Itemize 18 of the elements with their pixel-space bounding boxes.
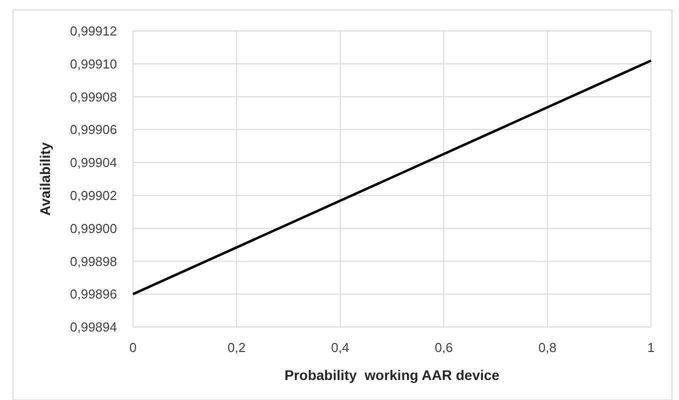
y-tick-label: 0,99896 [70, 286, 117, 302]
x-tick-label: 0 [129, 340, 137, 355]
x-tick-label: 0,4 [331, 340, 350, 355]
y-tick-label: 0,99894 [70, 320, 117, 335]
x-tick-label: 0,6 [434, 340, 453, 355]
y-tick-label: 0,99902 [70, 188, 117, 203]
y-tick-label: 0,99908 [70, 89, 117, 104]
y-tick-label: 0,99904 [70, 155, 117, 170]
x-tick-label: 0,2 [228, 340, 246, 355]
y-tick-label: 0,99912 [70, 24, 117, 39]
y-tick-label: 0,99906 [70, 122, 117, 138]
y-tick-label: 0,99910 [70, 56, 117, 72]
y-axis-title: Availability [37, 142, 53, 216]
x-tick-label: 1 [647, 340, 655, 355]
y-tick-label: 0,99898 [70, 254, 117, 269]
y-tick-label: 0,99900 [70, 220, 117, 236]
x-tick-label: 0,8 [538, 340, 556, 355]
x-axis-title: Probability working AAR device [284, 367, 500, 383]
